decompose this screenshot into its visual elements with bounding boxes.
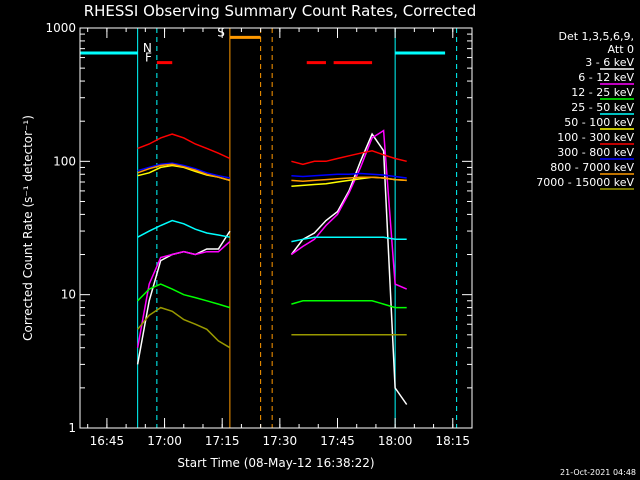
series-segment bbox=[291, 236, 407, 243]
series-line bbox=[137, 306, 407, 349]
legend-entry: 3 - 6 keV bbox=[585, 56, 634, 69]
y-tick-label: 1000 bbox=[45, 21, 76, 35]
timestamp: 21-Oct-2021 04:48 bbox=[560, 468, 636, 477]
flag-label: N bbox=[143, 41, 152, 55]
plot-frame bbox=[79, 27, 473, 429]
series-line bbox=[137, 133, 407, 166]
legend-entry: 25 - 50 keV bbox=[571, 101, 634, 114]
x-tick-label: 17:30 bbox=[263, 434, 298, 448]
series-segment bbox=[136, 241, 231, 348]
x-tick-label: 18:00 bbox=[378, 434, 413, 448]
legend-entry: 50 - 100 keV bbox=[564, 116, 634, 129]
series-segment bbox=[137, 283, 231, 309]
series-segment bbox=[137, 219, 231, 238]
series-segment bbox=[137, 162, 231, 179]
series-segment bbox=[291, 172, 407, 179]
series-segment bbox=[291, 176, 407, 182]
series-segment bbox=[137, 163, 231, 182]
legend-entry: 6 - 12 keV bbox=[578, 71, 634, 84]
legend-header: Att 0 bbox=[608, 43, 634, 56]
series-segment bbox=[291, 150, 407, 166]
series-segment bbox=[137, 133, 231, 160]
x-tick-label: 16:45 bbox=[90, 434, 125, 448]
series-line bbox=[137, 162, 407, 179]
x-tick-label: 17:00 bbox=[147, 434, 182, 448]
series-segment bbox=[291, 300, 407, 309]
series-segment bbox=[290, 129, 407, 290]
legend-entry: 12 - 25 keV bbox=[571, 86, 634, 99]
series-line bbox=[137, 283, 407, 309]
flag-label: S bbox=[217, 25, 225, 39]
legend: Det 1,3,5,6,9,Att 03 - 6 keV 6 - 12 keV 12… bbox=[536, 30, 634, 190]
legend-header: Det 1,3,5,6,9, bbox=[558, 30, 634, 43]
series-line bbox=[137, 163, 407, 182]
x-tick-label: 17:15 bbox=[205, 434, 240, 448]
y-tick-label: 100 bbox=[53, 154, 76, 168]
series-segment bbox=[137, 306, 231, 349]
chart-title: RHESSI Observing Summary Count Rates, Co… bbox=[84, 2, 477, 20]
y-tick-label: 1 bbox=[68, 421, 76, 435]
legend-entry: 300 - 800 keV bbox=[557, 146, 634, 159]
series-line bbox=[136, 129, 407, 348]
series-line bbox=[137, 219, 407, 243]
flag-label: F bbox=[145, 51, 152, 65]
y-tick-label: 10 bbox=[61, 288, 76, 302]
series-segment bbox=[290, 132, 408, 405]
legend-entry: 7000 - 15000 keV bbox=[536, 176, 634, 189]
legend-entry: 100 - 300 keV bbox=[557, 131, 634, 144]
x-axis-label: Start Time (08-May-12 16:38:22) bbox=[177, 456, 374, 470]
x-tick-label: 17:45 bbox=[320, 434, 355, 448]
legend-entry: 800 - 7000 keV bbox=[550, 161, 634, 174]
x-tick-label: 18:15 bbox=[435, 434, 470, 448]
y-axis-label: Corrected Count Rate (s⁻¹ detector⁻¹) bbox=[21, 115, 35, 341]
